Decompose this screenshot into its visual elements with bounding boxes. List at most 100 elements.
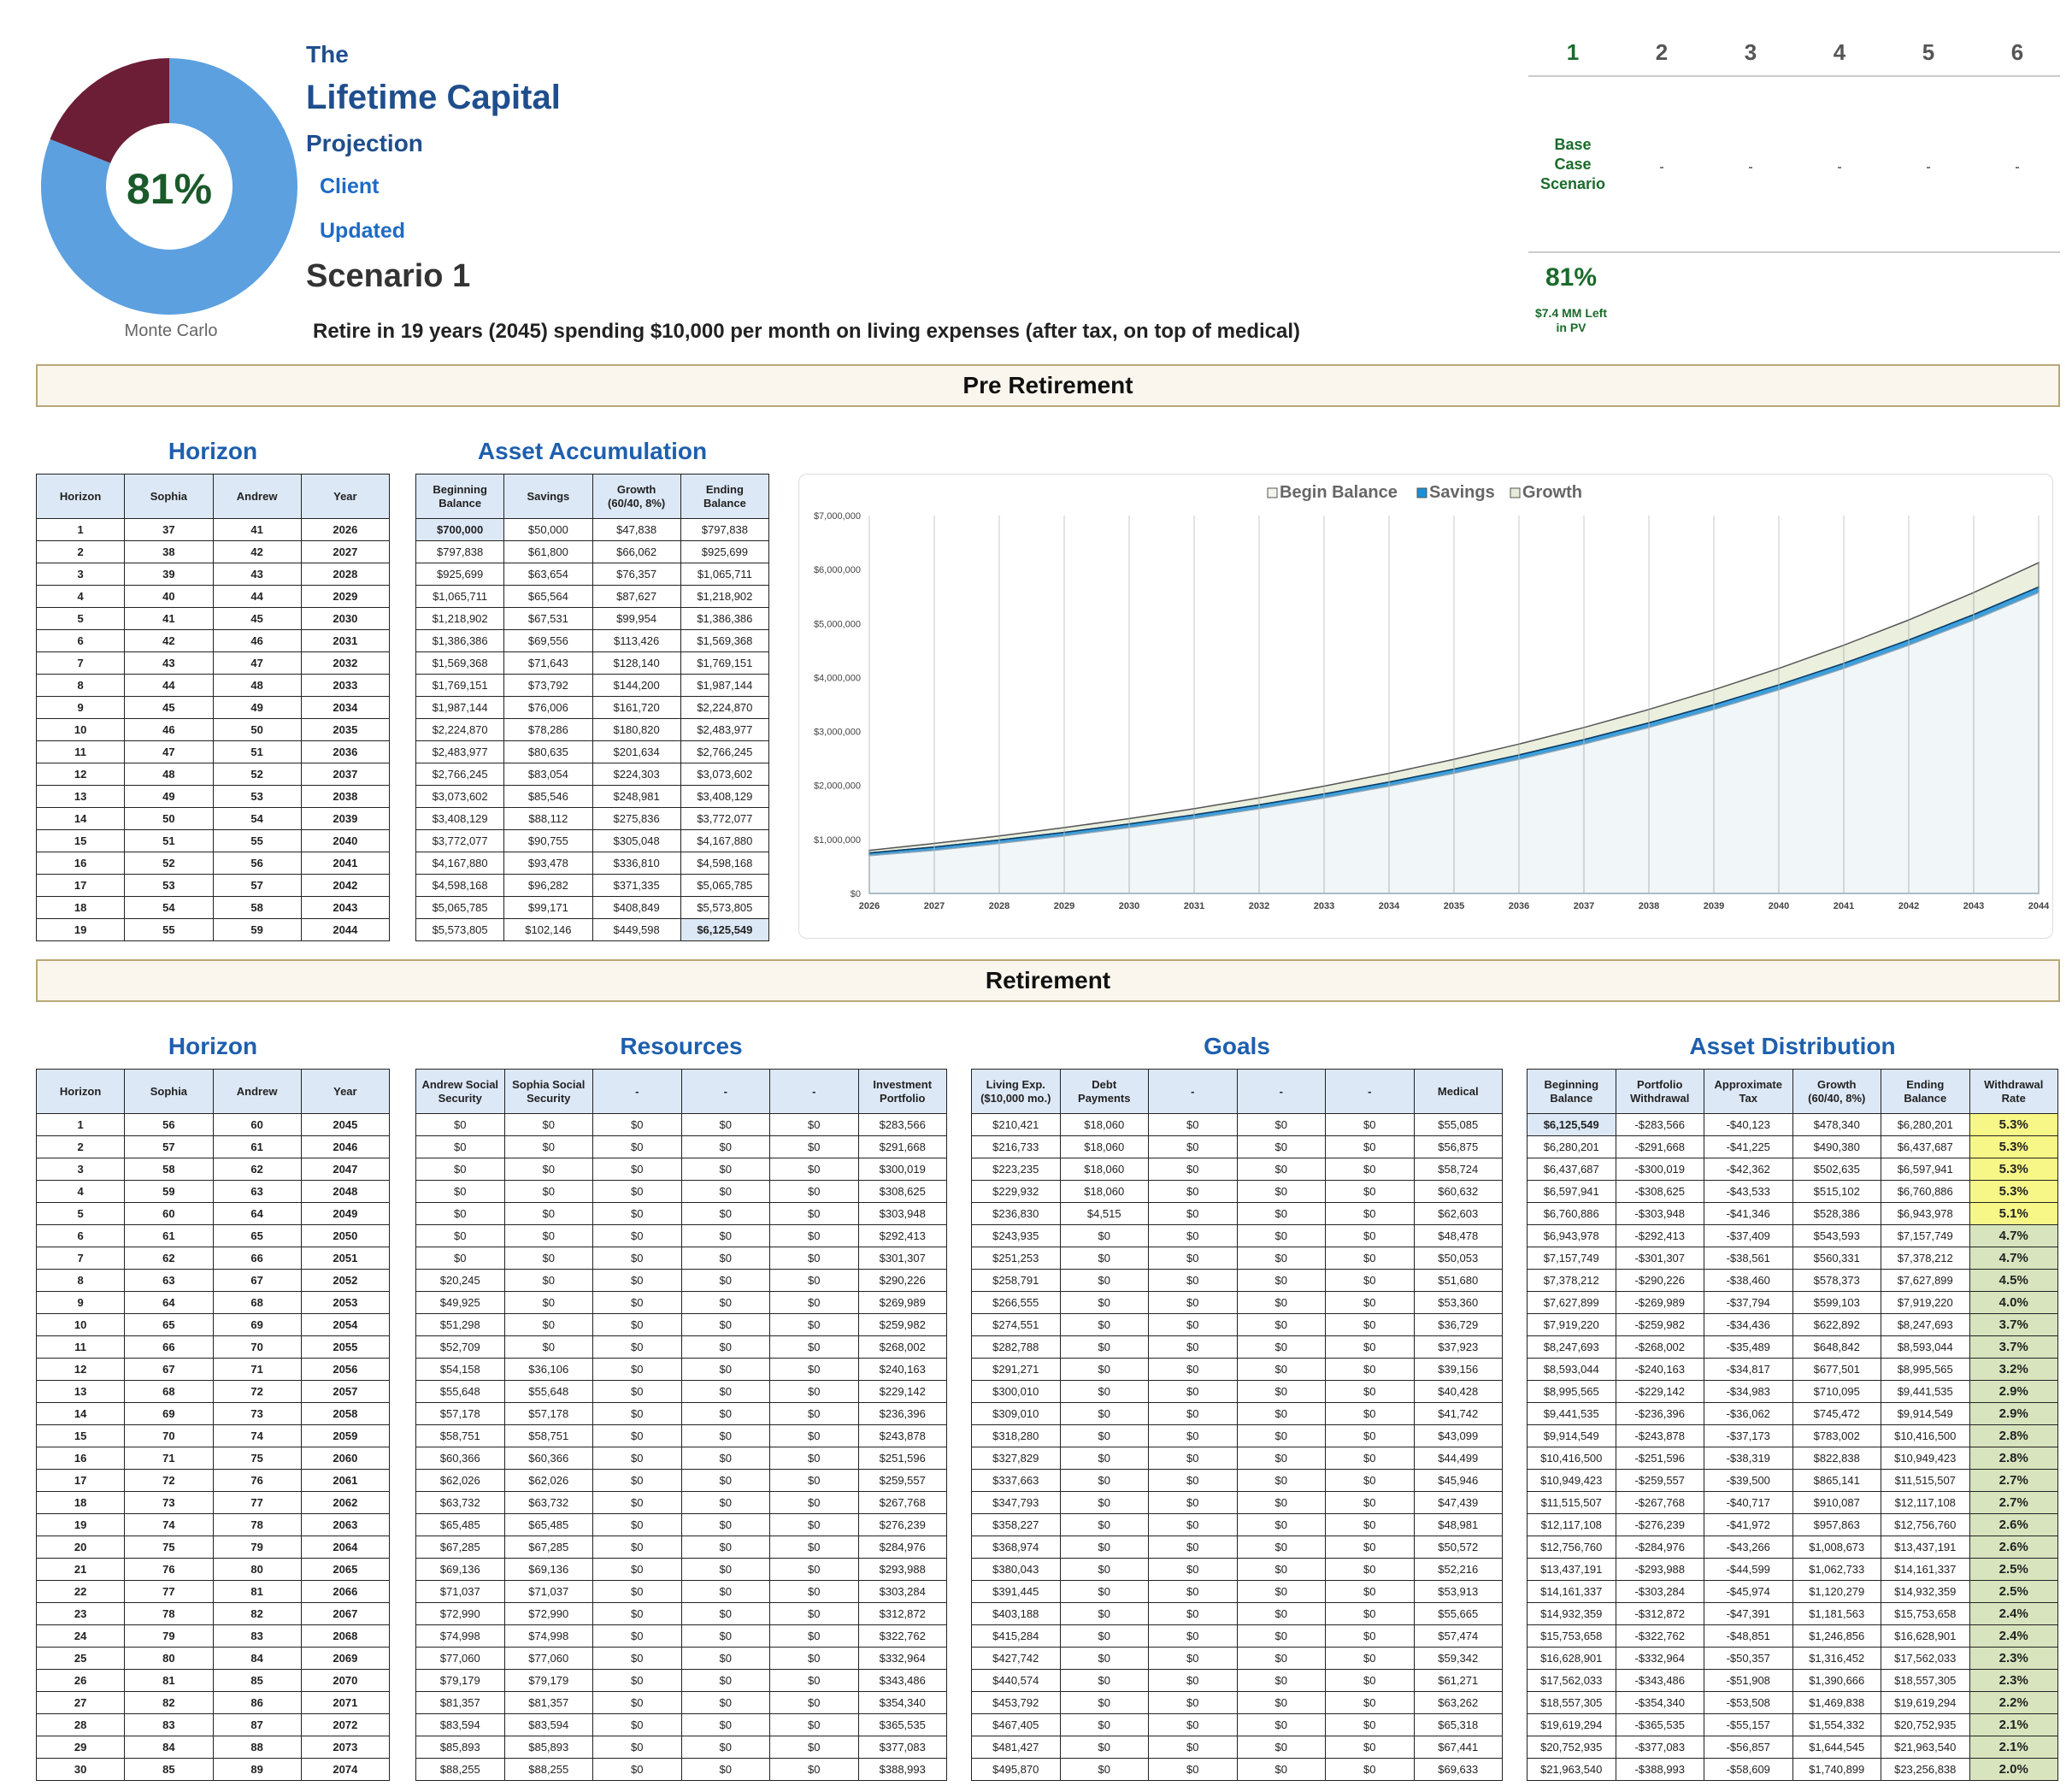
table-cell: $88,255 xyxy=(503,1758,593,1781)
table-cell: $7,378,212 xyxy=(1527,1269,1616,1292)
scenario-number-4[interactable]: 4 xyxy=(1833,39,1846,65)
table-cell: 63 xyxy=(212,1180,302,1203)
col-header: Medical xyxy=(1413,1069,1503,1114)
table-cell: -$291,668 xyxy=(1615,1135,1704,1158)
table-cell: $0 xyxy=(1325,1558,1415,1581)
table-cell: $0 xyxy=(769,1158,859,1181)
table-cell: $0 xyxy=(769,1691,859,1714)
table-cell: $0 xyxy=(592,1624,682,1648)
table-cell: 2036 xyxy=(300,740,391,763)
table-cell: 60 xyxy=(212,1113,302,1136)
table-cell: 54 xyxy=(212,807,302,830)
table-cell: 45 xyxy=(124,696,214,719)
table-cell: $19,619,294 xyxy=(1881,1691,1970,1714)
table-cell: $7,378,212 xyxy=(1881,1247,1970,1270)
table-cell: $380,043 xyxy=(971,1558,1061,1581)
table-cell: $37,923 xyxy=(1413,1335,1503,1359)
scenario-number-3[interactable]: 3 xyxy=(1744,39,1757,65)
table-cell: $2,483,977 xyxy=(415,740,505,763)
table-cell: $408,849 xyxy=(592,896,681,919)
table-cell: $0 xyxy=(1148,1158,1238,1181)
table-cell: $50,000 xyxy=(503,518,593,541)
table-cell: $648,842 xyxy=(1792,1335,1881,1359)
table-cell: $0 xyxy=(503,1202,593,1225)
scenario-number-1[interactable]: 1 xyxy=(1566,39,1580,65)
table-cell: -$290,226 xyxy=(1615,1269,1704,1292)
table-cell: 24 xyxy=(35,1624,126,1648)
table-cell: $2,224,870 xyxy=(680,696,770,719)
table-cell: $7,157,749 xyxy=(1527,1247,1616,1270)
table-row: $77,060 $77,060 $0 $0 $0 $332,964 xyxy=(415,1647,947,1670)
table-cell: 9 xyxy=(35,696,126,719)
table-cell: $0 xyxy=(769,1469,859,1492)
x-tick-label: 2040 xyxy=(1769,901,1789,911)
table-cell: $0 xyxy=(1148,1113,1238,1136)
scenario-name-3[interactable]: - xyxy=(1748,160,1753,174)
table-cell: 2.7% xyxy=(1969,1491,2058,1514)
table-cell: -$34,817 xyxy=(1704,1358,1793,1381)
table-cell: 3.7% xyxy=(1969,1313,2058,1336)
scenario-name-6[interactable]: - xyxy=(2015,160,2020,174)
scenario-number-6[interactable]: 6 xyxy=(2010,39,2024,65)
table-row: 13 49 53 2038 xyxy=(35,785,391,808)
table-cell: 2039 xyxy=(300,807,391,830)
table-cell: $0 xyxy=(1148,1358,1238,1381)
table-cell: $4,598,168 xyxy=(680,852,770,875)
scenario-name-2[interactable]: - xyxy=(1659,160,1664,174)
table-cell: $57,178 xyxy=(415,1402,505,1425)
scenario-name-1[interactable]: Base Case Scenario xyxy=(1539,136,1606,192)
table-row: 2 38 42 2027 xyxy=(35,540,391,563)
table-cell: -$312,872 xyxy=(1615,1602,1704,1625)
table-cell: 42 xyxy=(124,629,214,652)
table-cell: 65 xyxy=(124,1313,214,1336)
table-cell: $865,141 xyxy=(1792,1469,1881,1492)
table-cell: 2026 xyxy=(300,518,391,541)
scenario-divider-bottom xyxy=(1528,251,2060,253)
table-cell: $62,026 xyxy=(415,1469,505,1492)
table-cell: $0 xyxy=(1325,1624,1415,1648)
table-row: $21,963,540 -$388,993 -$58,609 $1,740,899 $2… xyxy=(1527,1758,2058,1781)
table-row: $2,483,977 $80,635 $201,634 $2,766,245 xyxy=(415,740,770,763)
table-cell: -$58,609 xyxy=(1704,1758,1793,1781)
table-cell: 39 xyxy=(124,563,214,586)
table-cell: $0 xyxy=(769,1758,859,1781)
x-tick-label: 2044 xyxy=(2028,901,2050,911)
resources-title: Resources xyxy=(620,1033,743,1059)
table-cell: 37 xyxy=(124,518,214,541)
table-cell: $20,245 xyxy=(415,1269,505,1292)
table-cell: $0 xyxy=(592,1469,682,1492)
table-cell: $282,788 xyxy=(971,1335,1061,1359)
table-row: $0 $0 $0 $0 $0 $283,566 xyxy=(415,1113,947,1136)
table-cell: 3 xyxy=(35,1158,126,1181)
table-cell: $87,627 xyxy=(592,585,681,608)
table-cell: $267,768 xyxy=(857,1491,947,1514)
table-cell: $0 xyxy=(1059,1669,1149,1692)
table-cell: 2048 xyxy=(300,1180,391,1203)
scenario-number-5[interactable]: 5 xyxy=(1922,39,1935,65)
accumulation-chart-frame: $0 $1,000,000 $2,000,000 $3,000,000 $4,000,0… xyxy=(798,474,2053,939)
table-row: $10,949,423 -$259,557 -$39,500 $865,141 $11,… xyxy=(1527,1469,2058,1492)
table-cell: $336,810 xyxy=(592,852,681,875)
table-cell: $560,331 xyxy=(1792,1247,1881,1270)
table-row: 6 42 46 2031 xyxy=(35,629,391,652)
scenario-name-5[interactable]: - xyxy=(1926,160,1931,174)
table-cell: $305,048 xyxy=(592,829,681,852)
table-cell: $0 xyxy=(592,1291,682,1314)
scenario-number-2[interactable]: 2 xyxy=(1655,39,1669,65)
table-cell: $0 xyxy=(769,1224,859,1247)
table-cell: 40 xyxy=(124,585,214,608)
table-cell: 86 xyxy=(212,1691,302,1714)
table-cell: $0 xyxy=(1236,1469,1326,1492)
table-cell: $3,073,602 xyxy=(680,763,770,786)
pre-retirement-band: Pre Retirement xyxy=(36,364,2060,407)
table-cell: $0 xyxy=(1148,1513,1238,1536)
x-tick-label: 2029 xyxy=(1054,901,1074,911)
table-row: $258,791 $0 $0 $0 $0 $51,680 xyxy=(971,1269,1503,1292)
scenario-name-4[interactable]: - xyxy=(1837,160,1842,174)
table-cell: $0 xyxy=(1236,1158,1326,1181)
table-row: $58,751 $58,751 $0 $0 $0 $243,878 xyxy=(415,1424,947,1447)
table-cell: $0 xyxy=(769,1447,859,1470)
table-row: $467,405 $0 $0 $0 $0 $65,318 xyxy=(971,1713,1503,1736)
table-cell: 73 xyxy=(124,1491,214,1514)
table-row: $3,772,077 $90,755 $305,048 $4,167,880 xyxy=(415,829,770,852)
